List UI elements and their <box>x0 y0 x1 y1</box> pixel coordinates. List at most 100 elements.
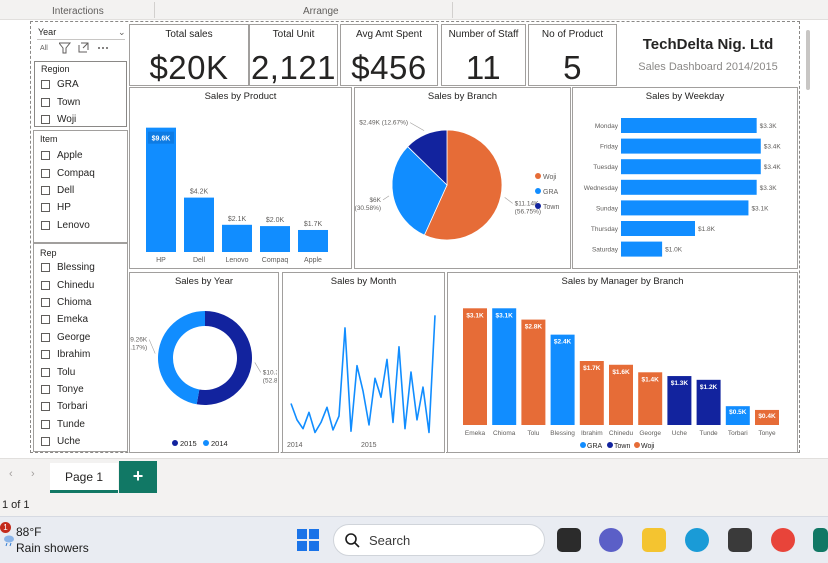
tab-page-1[interactable]: Page 1 <box>50 463 118 493</box>
sales-by-product-chart[interactable]: Sales by Product $9.6K HP $4.2K Dell $2.1K Le… <box>129 87 352 269</box>
chart-title: Sales by Year <box>174 276 234 287</box>
weather-icon[interactable] <box>4 534 14 547</box>
rep-option-ibrahim[interactable]: Ibrahim <box>41 346 123 363</box>
filter-icon[interactable] <box>59 42 72 54</box>
region-list: GRA Town Woji <box>41 76 121 128</box>
legend-marker <box>203 440 209 446</box>
region-option-town[interactable]: Town <box>41 93 121 110</box>
year-slicer[interactable]: Year ⌄ All <box>33 24 127 62</box>
category-label: Dell <box>193 257 206 264</box>
kpi-value: 2,121 <box>250 49 337 86</box>
sales-by-branch-chart[interactable]: Sales by Branch $11.14K (56.75%) $6K (30.58… <box>354 87 571 269</box>
rep-slicer[interactable]: Rep Blessing Chinedu Chioma Emeka George… <box>33 243 128 452</box>
rep-option-tonye[interactable]: Tonye <box>41 381 123 398</box>
checkbox[interactable] <box>41 297 50 307</box>
bar <box>298 229 328 252</box>
checkbox[interactable] <box>41 367 50 377</box>
item-option-dell[interactable]: Dell <box>41 182 123 199</box>
checkbox[interactable] <box>41 350 50 360</box>
region-option-woji[interactable]: Woji <box>41 111 121 128</box>
chevron-down-icon[interactable]: ⌄ <box>118 27 126 37</box>
item-slicer[interactable]: Item Apple Compaq Dell HP Lenovo <box>33 130 128 243</box>
add-page-button[interactable]: + <box>119 461 157 493</box>
checkbox[interactable] <box>41 203 50 213</box>
teams-chat-icon[interactable] <box>599 528 623 552</box>
more-options-icon[interactable] <box>98 47 108 49</box>
rep-option-blessing[interactable]: Blessing <box>41 259 123 276</box>
item-option-compaq[interactable]: Compaq <box>41 164 123 181</box>
item-option-hp[interactable]: HP <box>41 199 123 216</box>
bar <box>621 241 663 257</box>
kpi-label: Avg Amt Spent <box>356 29 422 40</box>
rep-option-tunde[interactable]: Tunde <box>41 416 123 433</box>
file-explorer-icon[interactable] <box>642 528 666 552</box>
vertical-scrollbar[interactable] <box>806 30 810 90</box>
rep-option-chinedu[interactable]: Chinedu <box>41 276 123 293</box>
kpi-avg-amt-spent[interactable]: Avg Amt Spent $456 <box>340 24 438 86</box>
sales-by-year-chart[interactable]: Sales by Year $10.37K(52.83%) $9.26K(47.1… <box>129 272 279 453</box>
bar <box>621 118 757 133</box>
checkbox[interactable] <box>41 185 50 195</box>
checkbox[interactable] <box>41 419 50 429</box>
checkbox[interactable] <box>41 220 50 230</box>
next-page-icon[interactable]: › <box>31 468 35 480</box>
ribbon-group-interactions[interactable]: Interactions <box>52 6 104 17</box>
microsoft-store-icon[interactable] <box>728 528 752 552</box>
taskbar-search-box[interactable]: Search <box>333 524 545 556</box>
item-option-lenovo[interactable]: Lenovo <box>41 217 123 234</box>
item-option-apple[interactable]: Apple <box>41 147 123 164</box>
checkbox[interactable] <box>41 332 50 342</box>
kpi-value: 5 <box>563 49 582 86</box>
checkbox[interactable] <box>41 168 50 178</box>
checkbox[interactable] <box>41 263 50 273</box>
prev-page-icon[interactable]: ‹ <box>9 468 13 480</box>
rep-option-label: Ibrahim <box>57 349 91 361</box>
data-label: $2.1K <box>228 216 247 223</box>
data-label: $3.1K <box>751 205 769 212</box>
kpi-number-of-staff[interactable]: Number of Staff 11 <box>441 24 526 86</box>
sales-by-month-chart[interactable]: Sales by Month 2014 2015 <box>282 272 445 453</box>
rep-option-uche[interactable]: Uche <box>41 433 123 450</box>
kpi-total-sales[interactable]: Total sales $20K <box>129 24 249 86</box>
chart-title: Sales by Manager by Branch <box>561 276 684 287</box>
edge-browser-icon[interactable] <box>685 528 709 552</box>
windows-start-icon[interactable] <box>297 529 319 551</box>
weather-temp[interactable]: 88°F <box>16 525 42 539</box>
checkbox[interactable] <box>41 151 50 161</box>
checkbox[interactable] <box>41 402 50 412</box>
focus-mode-icon[interactable] <box>78 42 89 53</box>
sales-by-weekday-chart[interactable]: Sales by Weekday Monday $3.3K Friday $3.4K T… <box>572 87 798 269</box>
region-option-gra[interactable]: GRA <box>41 76 121 93</box>
sales-by-manager-by-branch-chart[interactable]: Sales by Manager by Branch $3.1K Emeka $3.… <box>447 272 798 453</box>
checkbox[interactable] <box>41 80 50 90</box>
category-label: Wednesday <box>584 185 619 192</box>
chrome-browser-icon[interactable] <box>771 528 795 552</box>
rep-option-torbari[interactable]: Torbari <box>41 398 123 415</box>
chart-title: Sales by Branch <box>427 91 498 102</box>
rep-option-chioma[interactable]: Chioma <box>41 294 123 311</box>
category-label: Chinedu <box>609 430 634 437</box>
checkbox[interactable] <box>41 384 50 394</box>
checkbox[interactable] <box>41 114 50 124</box>
rep-option-george[interactable]: George <box>41 329 123 346</box>
checkbox[interactable] <box>41 437 50 447</box>
power-bi-icon[interactable] <box>813 528 828 552</box>
checkbox[interactable] <box>41 315 50 325</box>
weather-desc[interactable]: Rain showers <box>16 541 89 555</box>
year-slicer-value[interactable]: All <box>40 45 48 52</box>
checkbox[interactable] <box>41 280 50 290</box>
search-icon <box>345 533 360 548</box>
ribbon-group-arrange[interactable]: Arrange <box>303 6 339 17</box>
kpi-total-unit[interactable]: Total Unit 2,121 <box>249 24 338 86</box>
checkbox[interactable] <box>41 97 50 107</box>
region-slicer[interactable]: Region GRA Town Woji <box>34 61 127 127</box>
leader-line <box>254 362 262 373</box>
category-label: Sunday <box>596 205 619 212</box>
rep-option-emeka[interactable]: Emeka <box>41 311 123 328</box>
task-view-icon[interactable] <box>557 528 581 552</box>
kpi-no-of-product[interactable]: No of Product 5 <box>528 24 617 86</box>
item-slicer-title: Item <box>40 134 58 144</box>
sales-by-manager-plot: $3.1K Emeka $3.1K Chioma $2.8K Tolu $2.4K Bless… <box>463 308 779 450</box>
kpi-value: 11 <box>465 49 502 86</box>
rep-option-tolu[interactable]: Tolu <box>41 363 123 380</box>
